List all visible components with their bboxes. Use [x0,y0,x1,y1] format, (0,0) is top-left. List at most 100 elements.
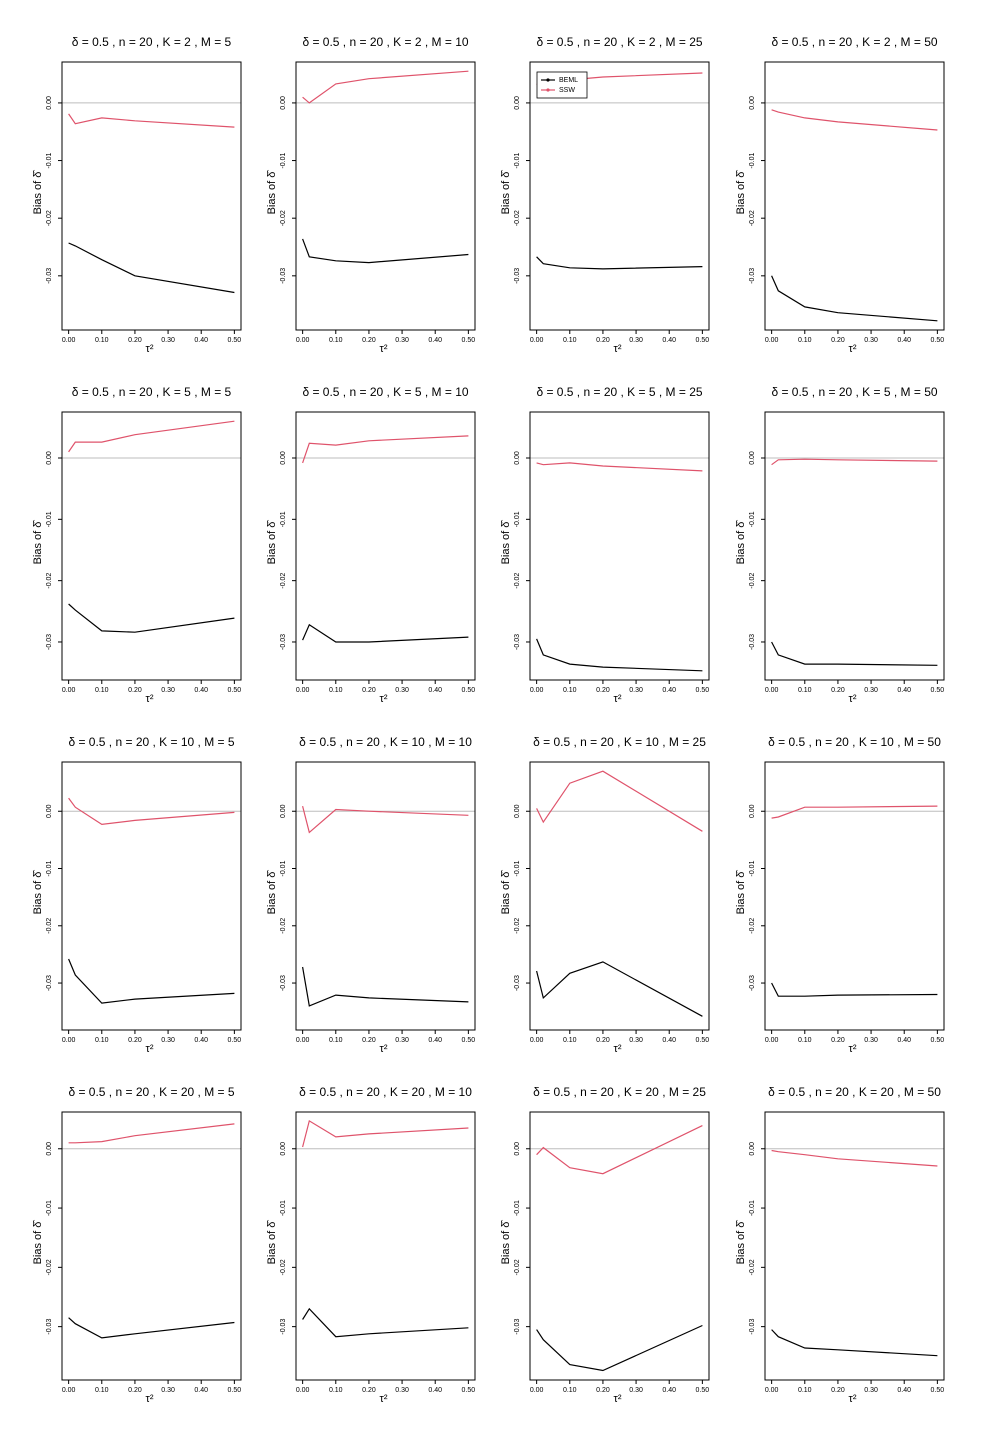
y-axis-label: Bias of δ̂ [266,170,278,215]
y-tick-label: -0.03 [749,268,756,284]
y-tick-label: -0.02 [749,210,756,226]
y-axis-label: Bias of δ̂ [735,170,747,215]
legend-marker [546,88,550,92]
series-line [536,256,703,270]
x-tick-label: 0.40 [194,1387,208,1394]
x-tick-label: 0.30 [161,337,175,344]
x-tick-label: 0.50 [931,687,945,694]
y-tick-label: -0.02 [749,918,756,934]
x-tick-label: 0.00 [296,1037,310,1044]
y-axis-label: Bias of δ̂ [32,1220,44,1265]
y-tick-label: -0.02 [514,1259,521,1275]
x-tick-label: 0.20 [362,337,376,344]
x-tick-label: 0.50 [696,687,710,694]
x-tick-label: 0.30 [864,687,878,694]
x-tick-label: 0.00 [530,1387,544,1394]
x-tick-label: 0.20 [831,337,845,344]
panel-title: δ = 0.5 , n = 20 , K = 10 , M = 10 [299,735,472,749]
series-line [302,238,469,264]
series-line [536,638,703,672]
plot-frame [61,1111,242,1381]
series-line [68,1123,235,1144]
x-axis-label: τ² [379,343,387,355]
plot-frame [529,411,710,681]
panel-title: δ = 0.5 , n = 20 , K = 5 , M = 5 [72,385,232,399]
panel-title: δ = 0.5 , n = 20 , K = 10 , M = 5 [68,735,234,749]
y-tick-label: -0.03 [46,634,53,650]
x-tick-label: 0.00 [296,337,310,344]
series-line [302,70,469,104]
plot-frame [295,761,476,1031]
x-tick-label: 0.50 [462,1037,476,1044]
x-axis-label: τ² [613,693,621,705]
plot-frame [295,1111,476,1381]
x-tick-label: 0.50 [696,1387,710,1394]
y-tick-label: 0.00 [280,96,287,110]
series-line [771,641,938,666]
x-tick-label: 0.40 [897,1387,911,1394]
x-tick-label: 0.30 [161,1037,175,1044]
plot-frame [529,1111,710,1381]
x-tick-label: 0.00 [765,687,779,694]
series-line [536,1324,703,1372]
plot-frame [764,761,945,1031]
series-line [536,961,703,1017]
plot-frame [61,61,242,331]
x-axis-label: τ² [145,343,153,355]
x-tick-label: 0.10 [329,337,343,344]
x-tick-label: 0.10 [329,1387,343,1394]
x-tick-label: 0.40 [897,337,911,344]
y-tick-label: -0.01 [514,511,521,527]
x-tick-label: 0.20 [362,1387,376,1394]
x-tick-label: 0.10 [798,1387,812,1394]
y-tick-label: 0.00 [280,451,287,465]
series-line [68,958,235,1004]
y-axis-label: Bias of δ̂ [500,870,512,915]
y-tick-label: -0.01 [749,1200,756,1216]
series-line [771,109,938,131]
x-tick-label: 0.50 [931,337,945,344]
x-tick-label: 0.20 [362,687,376,694]
series-line [536,1125,703,1175]
y-tick-label: 0.00 [514,804,521,818]
x-tick-label: 0.30 [629,337,643,344]
x-tick-label: 0.10 [95,337,109,344]
plot-frame [529,61,710,331]
x-tick-label: 0.40 [194,337,208,344]
y-tick-label: -0.02 [514,573,521,589]
y-tick-label: 0.00 [514,1142,521,1156]
series-line [302,435,469,464]
y-tick-label: -0.03 [514,268,521,284]
series-line [302,623,469,643]
panel-title: δ = 0.5 , n = 20 , K = 5 , M = 50 [771,385,937,399]
x-tick-label: 0.50 [228,1037,242,1044]
y-tick-label: -0.02 [46,573,53,589]
plot-frame [764,61,945,331]
panel-title: δ = 0.5 , n = 20 , K = 5 , M = 25 [536,385,702,399]
x-tick-label: 0.50 [462,1387,476,1394]
y-tick-label: -0.02 [280,918,287,934]
y-tick-label: -0.03 [46,268,53,284]
x-tick-label: 0.00 [765,337,779,344]
series-line [536,462,703,472]
x-axis-label: τ² [848,693,856,705]
series-line [68,113,235,128]
x-tick-label: 0.40 [897,687,911,694]
y-axis-label: Bias of δ̂ [266,870,278,915]
y-tick-label: -0.02 [46,210,53,226]
y-axis-label: Bias of δ̂ [32,170,44,215]
y-tick-label: -0.01 [46,1200,53,1216]
panel-title: δ = 0.5 , n = 20 , K = 2 , M = 50 [771,35,937,49]
x-tick-label: 0.30 [629,1037,643,1044]
series-line [302,805,469,834]
x-tick-label: 0.40 [662,337,676,344]
plot-frame [764,411,945,681]
series-line [536,770,703,832]
series-line [68,1317,235,1339]
x-tick-label: 0.00 [765,1387,779,1394]
x-tick-label: 0.10 [95,1387,109,1394]
panel-title: δ = 0.5 , n = 20 , K = 10 , M = 50 [768,735,941,749]
x-tick-label: 0.00 [62,337,76,344]
y-tick-label: -0.01 [749,860,756,876]
y-tick-label: -0.03 [46,975,53,991]
